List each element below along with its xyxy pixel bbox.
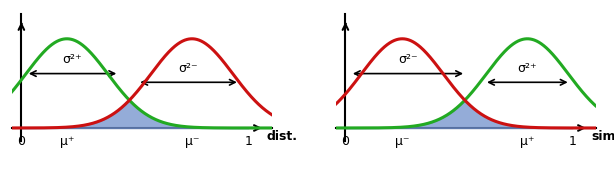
Text: μ⁻: μ⁻ xyxy=(395,135,410,148)
Text: μ⁻: μ⁻ xyxy=(185,135,199,148)
Text: 1: 1 xyxy=(245,135,253,148)
Text: σ²⁻: σ²⁻ xyxy=(179,62,198,75)
Text: simil.: simil. xyxy=(591,130,614,143)
Text: 1: 1 xyxy=(569,135,577,148)
Text: σ²⁺: σ²⁺ xyxy=(63,53,82,66)
Text: σ²⁺: σ²⁺ xyxy=(518,62,537,75)
Text: 0: 0 xyxy=(17,135,25,148)
Text: 0: 0 xyxy=(341,135,349,148)
Text: σ²⁻: σ²⁻ xyxy=(398,53,418,66)
Text: μ⁺: μ⁺ xyxy=(60,135,74,148)
Text: μ⁺: μ⁺ xyxy=(520,135,535,148)
Text: dist.: dist. xyxy=(267,130,298,143)
